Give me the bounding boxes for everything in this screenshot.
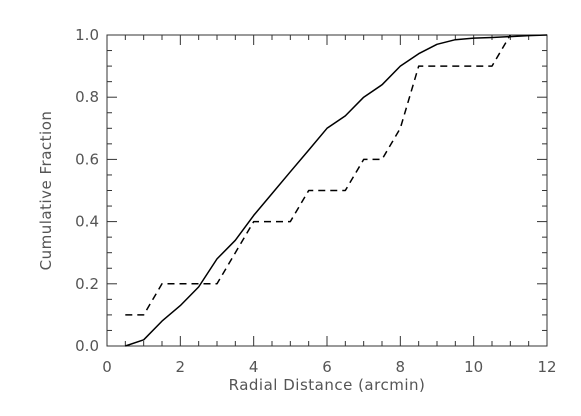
- y-tick-label: 1.0: [75, 26, 99, 44]
- series-dashed-line: [125, 34, 511, 316]
- x-tick-label: 0: [102, 358, 112, 376]
- x-tick-label: 6: [322, 358, 332, 376]
- axis-ticks: [106, 34, 548, 347]
- y-tick-label: 0.6: [75, 150, 99, 168]
- y-tick-label: 0.0: [75, 337, 99, 355]
- y-axis-label: Cumulative Fraction: [37, 111, 55, 271]
- y-tick-label: 0.8: [75, 88, 99, 106]
- series-layer: [125, 34, 548, 347]
- axis-tick-labels: 0 2 4 6 8 10 12 0.0 0.2 0.4 0.6 0.8 1.0: [75, 26, 556, 376]
- y-tick-label: 0.2: [75, 275, 99, 293]
- x-tick-label: 4: [249, 358, 259, 376]
- y-tick-label: 0.4: [75, 213, 99, 231]
- series-solid-line: [125, 34, 548, 347]
- x-tick-label: 12: [537, 358, 556, 376]
- x-tick-label: 2: [176, 358, 186, 376]
- x-axis-label: Radial Distance (arcmin): [229, 376, 426, 394]
- x-tick-label: 8: [396, 358, 406, 376]
- plot-frame: [106, 34, 548, 347]
- plot-area: [106, 34, 548, 347]
- x-tick-label: 10: [464, 358, 483, 376]
